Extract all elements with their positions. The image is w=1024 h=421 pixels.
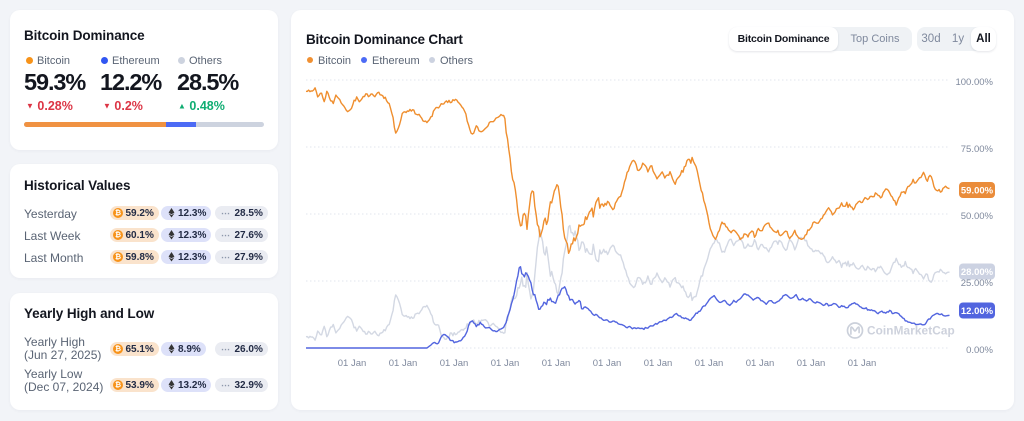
svg-text:50.00%: 50.00%: [961, 211, 994, 222]
svg-text:01 Jan: 01 Jan: [593, 358, 622, 369]
svg-text:01 Jan: 01 Jan: [695, 358, 724, 369]
svg-text:01 Jan: 01 Jan: [338, 358, 367, 369]
svg-text:01 Jan: 01 Jan: [797, 358, 826, 369]
svg-text:25.00%: 25.00%: [961, 278, 994, 289]
svg-text:01 Jan: 01 Jan: [542, 358, 571, 369]
svg-text:0.00%: 0.00%: [966, 345, 993, 356]
svg-text:01 Jan: 01 Jan: [389, 358, 418, 369]
svg-text:59.00%: 59.00%: [961, 186, 994, 197]
svg-text:01 Jan: 01 Jan: [491, 358, 520, 369]
svg-text:28.00%: 28.00%: [961, 267, 994, 278]
svg-text:12.00%: 12.00%: [961, 306, 994, 317]
svg-text:CoinMarketCap: CoinMarketCap: [867, 324, 955, 338]
svg-text:01 Jan: 01 Jan: [848, 358, 877, 369]
svg-text:100.00%: 100.00%: [955, 77, 993, 88]
svg-text:01 Jan: 01 Jan: [440, 358, 469, 369]
svg-text:01 Jan: 01 Jan: [644, 358, 673, 369]
svg-text:01 Jan: 01 Jan: [746, 358, 775, 369]
svg-text:75.00%: 75.00%: [961, 144, 994, 155]
